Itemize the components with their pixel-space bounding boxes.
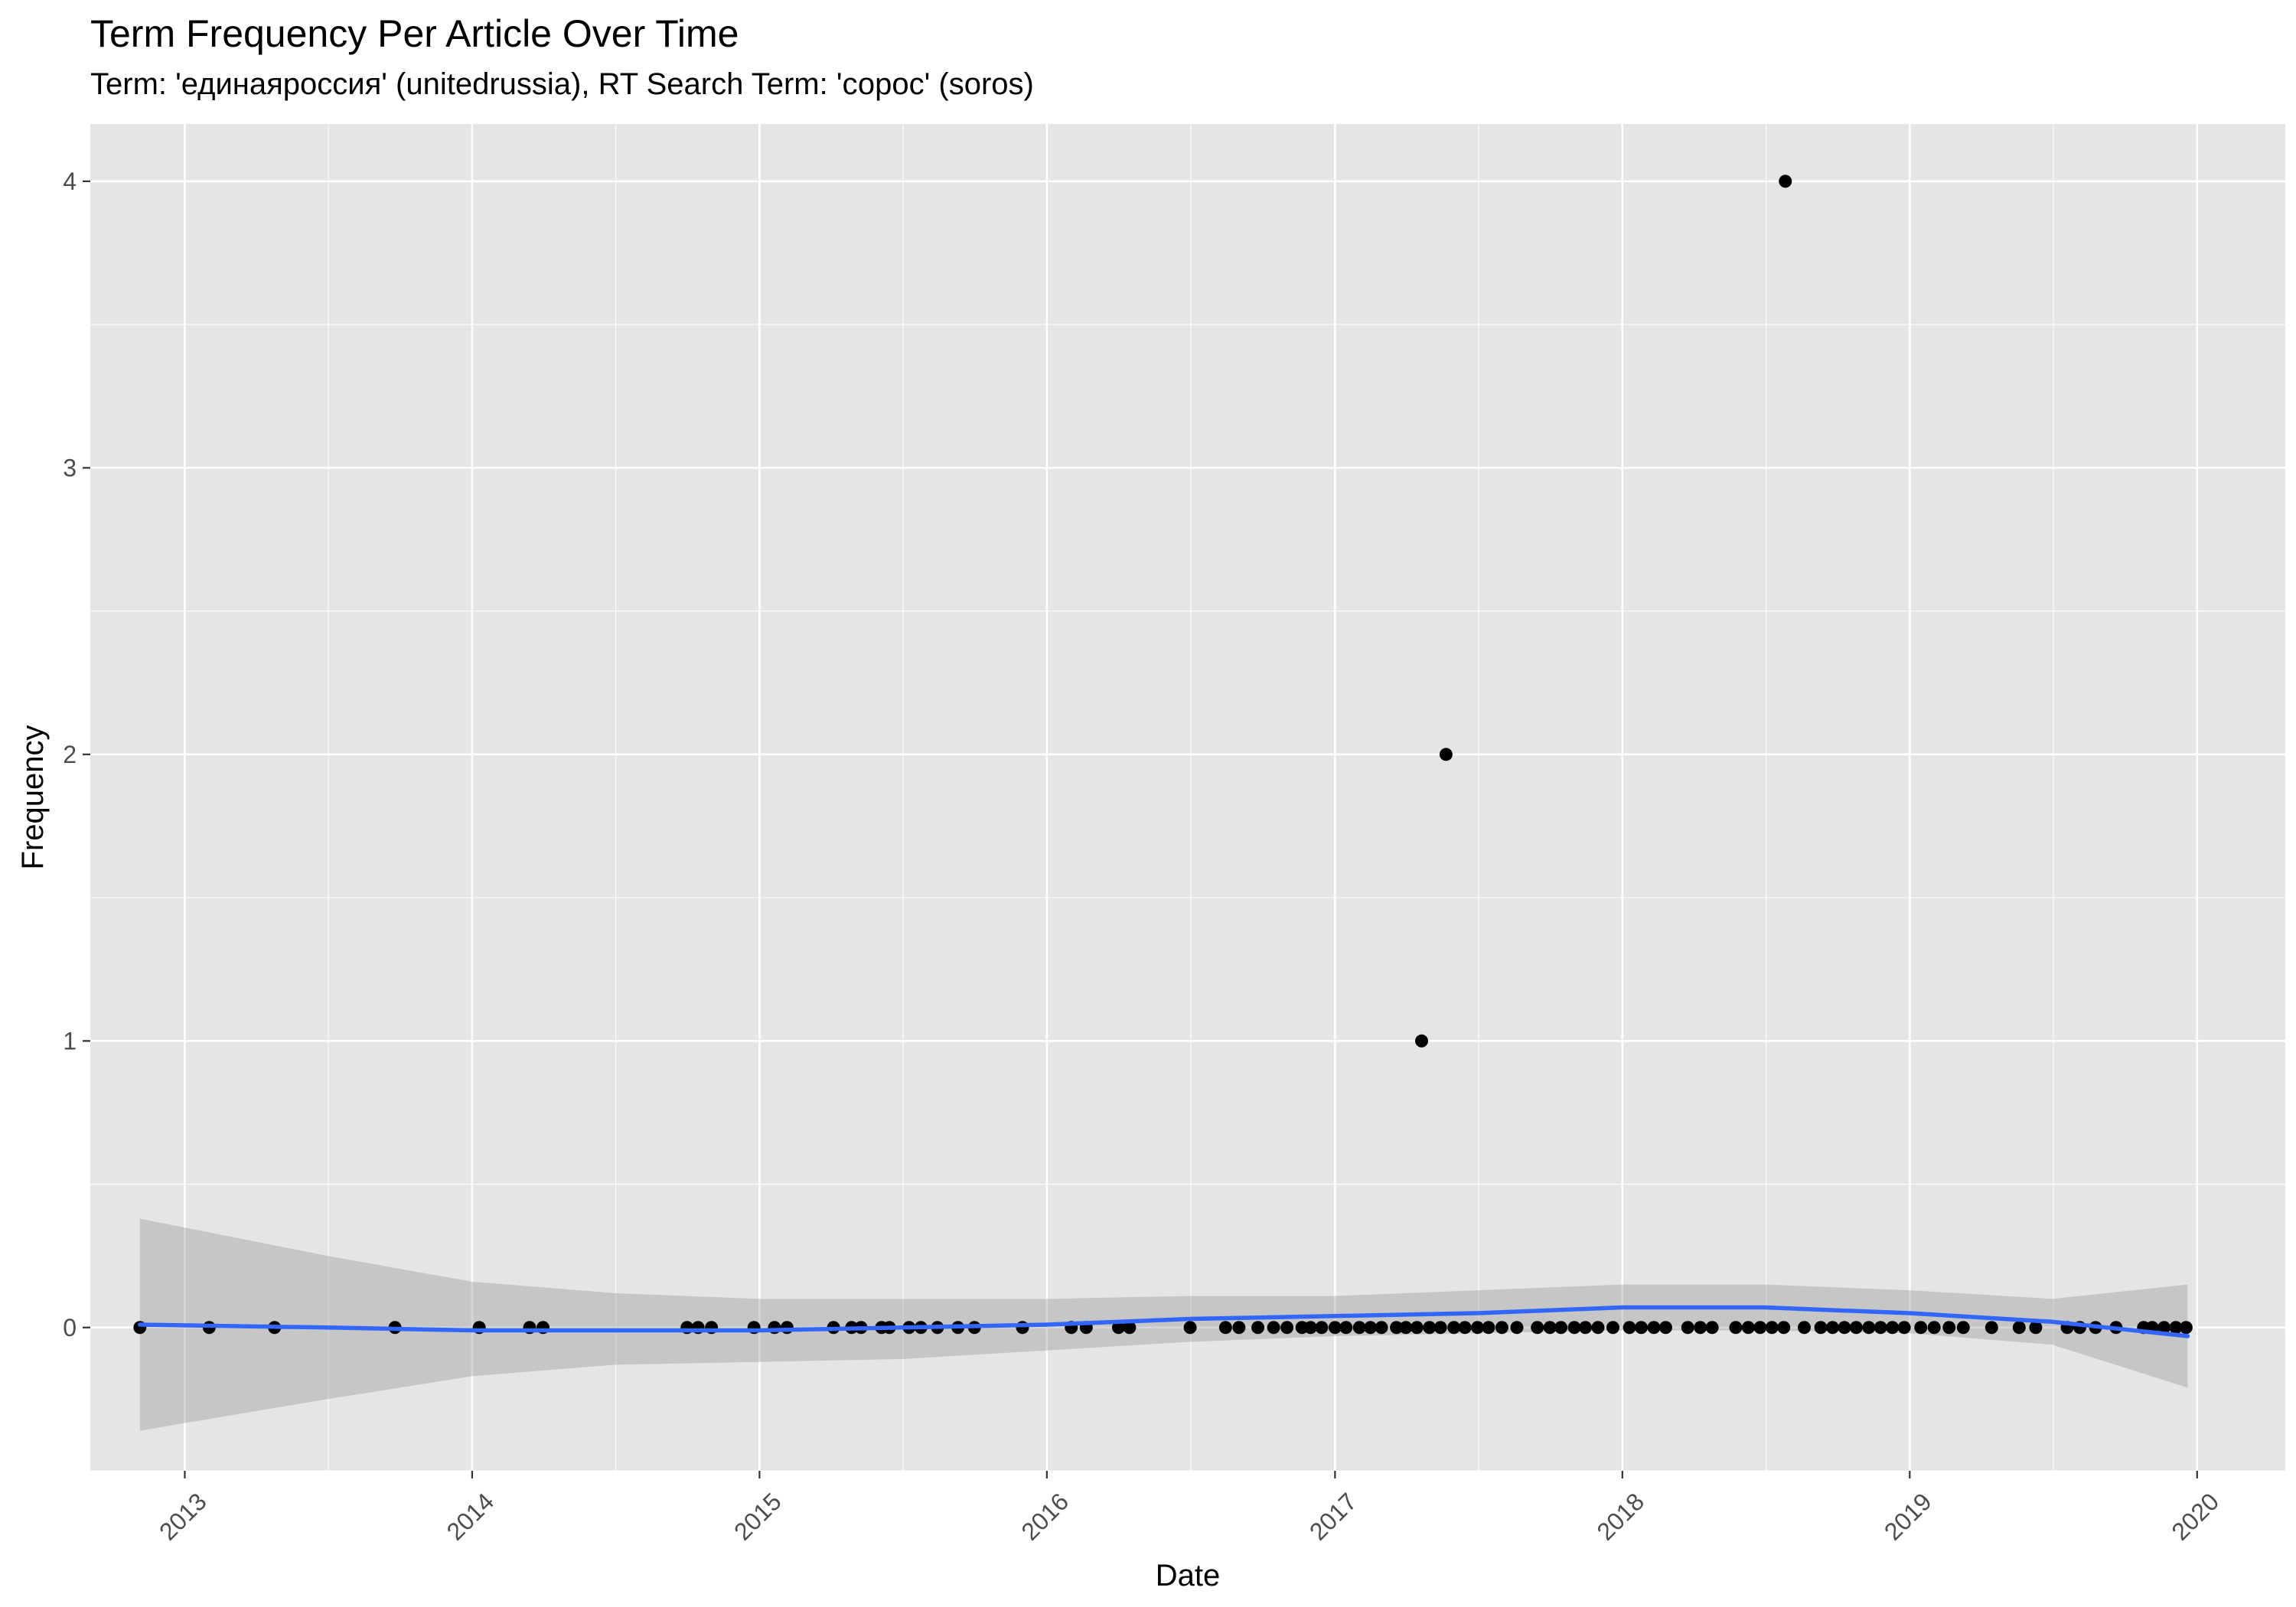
data-point (1328, 1321, 1342, 1335)
x-tick-label: 2018 (1591, 1488, 1649, 1546)
data-point (1765, 1321, 1779, 1335)
data-point (1495, 1321, 1508, 1335)
y-tick-label: 4 (63, 168, 77, 195)
data-point (1218, 1321, 1232, 1335)
data-point (1741, 1321, 1755, 1335)
data-point (1591, 1321, 1605, 1335)
data-point (1390, 1321, 1404, 1335)
y-axis: 0 1 2 3 4 (63, 168, 90, 1341)
confidence-band (139, 1218, 2188, 1431)
data-point (1956, 1321, 1970, 1335)
data-point (1942, 1321, 1956, 1335)
data-point (1410, 1321, 1424, 1335)
data-point (1183, 1321, 1197, 1335)
data-point (1423, 1321, 1437, 1335)
x-tick-label: 2020 (2166, 1488, 2224, 1546)
data-point (1849, 1321, 1863, 1335)
data-point (1531, 1321, 1544, 1335)
x-tick-label: 2017 (1304, 1488, 1362, 1546)
plot-panel (90, 124, 2285, 1471)
data-point (780, 1321, 794, 1335)
data-point (1647, 1321, 1661, 1335)
x-axis-title: Date (1156, 1559, 1221, 1592)
data-point (1267, 1321, 1280, 1335)
data-point (1578, 1321, 1592, 1335)
data-point (2012, 1321, 2026, 1335)
data-point (1779, 174, 1792, 188)
data-point (1232, 1321, 1246, 1335)
data-point (1886, 1321, 1900, 1335)
smooth-line (138, 1305, 2190, 1338)
data-point (2179, 1321, 2193, 1335)
y-tick-label: 2 (63, 741, 77, 768)
data-point (1123, 1321, 1137, 1335)
chart-title: Term Frequency Per Article Over Time (90, 12, 739, 55)
x-tick-label: 2015 (729, 1488, 787, 1546)
data-point (1303, 1321, 1317, 1335)
x-tick-label: 2013 (154, 1488, 212, 1546)
grid-minor (90, 124, 2285, 1472)
data-point (1729, 1321, 1743, 1335)
data-point (1339, 1321, 1353, 1335)
data-point (1874, 1321, 1887, 1335)
y-tick-label: 1 (63, 1027, 77, 1054)
data-point (1399, 1321, 1413, 1335)
chart-subtitle: Term: 'единаяроссия' (unitedrussia), RT … (90, 67, 1034, 101)
data-point (2029, 1321, 2043, 1335)
data-point (1826, 1321, 1840, 1335)
data-point (1914, 1321, 1928, 1335)
x-axis: 2013 2014 2015 2016 2017 2018 2019 2020 (154, 1471, 2224, 1546)
data-point (1554, 1321, 1568, 1335)
data-point (1814, 1321, 1828, 1335)
data-point (1352, 1321, 1366, 1335)
data-point (1623, 1321, 1636, 1335)
data-point (1897, 1321, 1911, 1335)
data-point (1251, 1321, 1265, 1335)
data-point (1694, 1321, 1707, 1335)
data-point (1705, 1321, 1719, 1335)
smooth-line-layer (138, 1305, 2190, 1338)
y-tick-label: 0 (63, 1314, 77, 1341)
data-point (1280, 1321, 1294, 1335)
data-point (1447, 1321, 1461, 1335)
data-point (1567, 1321, 1581, 1335)
y-axis-title: Frequency (16, 725, 50, 870)
data-point (1862, 1321, 1876, 1335)
data-point (1364, 1321, 1378, 1335)
data-point (1777, 1321, 1791, 1335)
data-point (1606, 1321, 1619, 1335)
x-tick-label: 2014 (441, 1488, 499, 1546)
data-point (1439, 748, 1453, 761)
data-point (1510, 1321, 1524, 1335)
data-point (1471, 1321, 1485, 1335)
x-tick-label: 2019 (1879, 1488, 1937, 1546)
data-point (1658, 1321, 1672, 1335)
data-point (1838, 1321, 1851, 1335)
data-point (2157, 1321, 2171, 1335)
data-point (1985, 1321, 1998, 1335)
data-point (1433, 1321, 1447, 1335)
data-point (1681, 1321, 1694, 1335)
confidence-band-layer (139, 1218, 2188, 1431)
data-point (2169, 1321, 2183, 1335)
y-tick-label: 3 (63, 454, 77, 481)
points-layer (133, 174, 2193, 1335)
data-point (1415, 1034, 1429, 1048)
data-point (1458, 1321, 1472, 1335)
x-tick-label: 2016 (1016, 1488, 1074, 1546)
data-point (1927, 1321, 1941, 1335)
data-point (1635, 1321, 1649, 1335)
data-point (1753, 1321, 1767, 1335)
data-point (1543, 1321, 1557, 1335)
data-point (1375, 1321, 1388, 1335)
data-point (1111, 1321, 1125, 1335)
data-point (1797, 1321, 1811, 1335)
data-point (1482, 1321, 1495, 1335)
data-point (1315, 1321, 1329, 1335)
